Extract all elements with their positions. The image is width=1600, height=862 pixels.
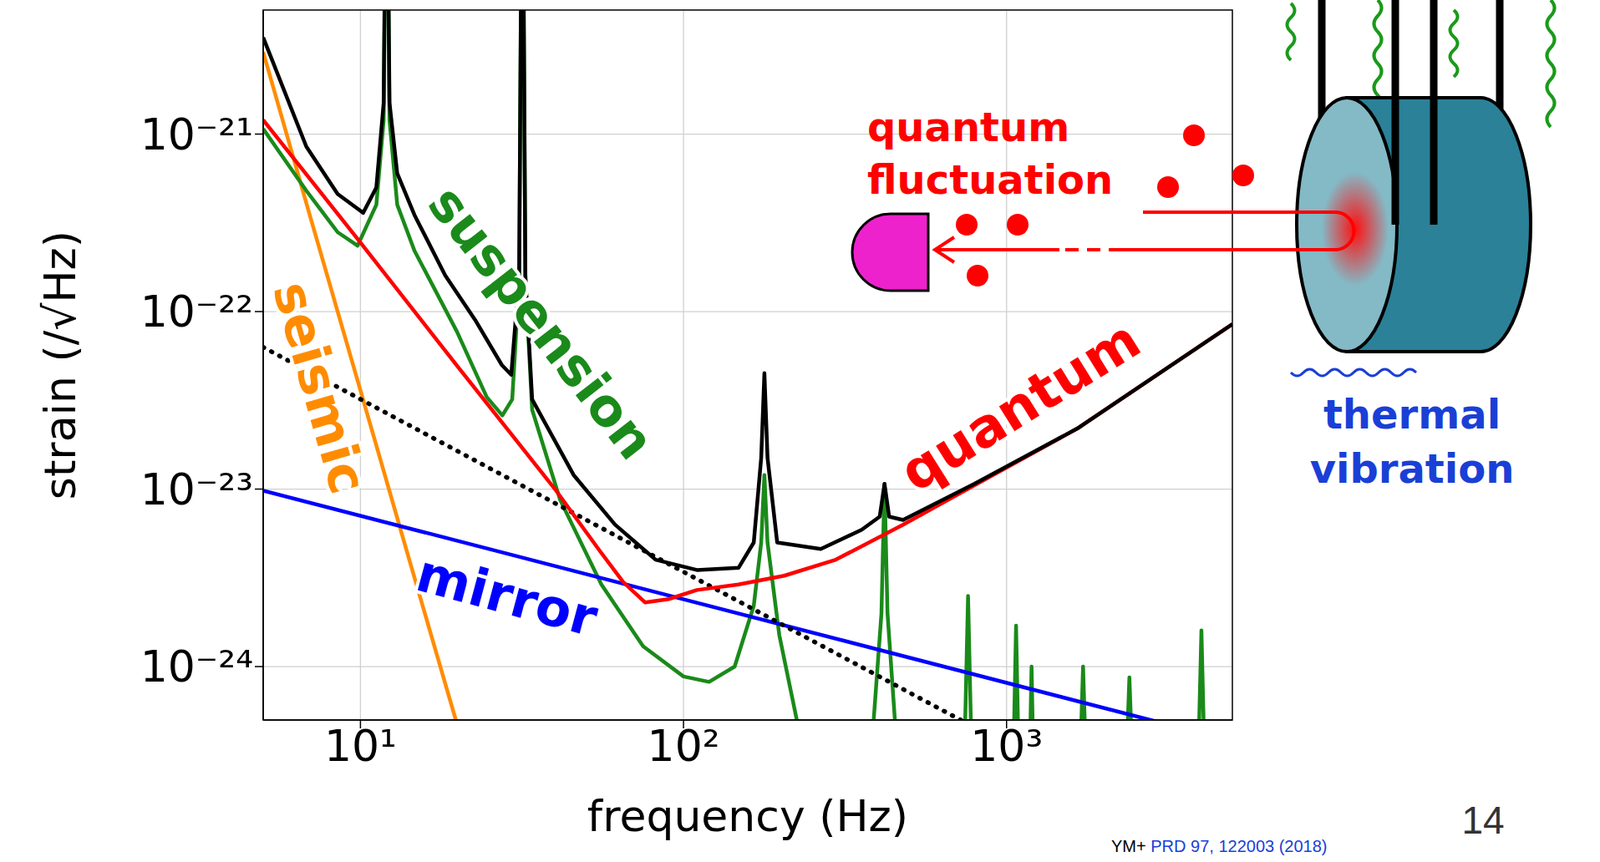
svg-text:10²: 10² bbox=[647, 721, 721, 772]
svg-text:seismic: seismic bbox=[260, 274, 380, 501]
svg-text:10⁻²⁴: 10⁻²⁴ bbox=[140, 641, 254, 692]
svg-text:10⁻²²: 10⁻²² bbox=[140, 286, 254, 337]
svg-text:10⁻²¹: 10⁻²¹ bbox=[140, 109, 254, 160]
svg-text:mirror: mirror bbox=[410, 542, 605, 650]
svg-text:suspension: suspension bbox=[416, 174, 667, 472]
svg-text:10³: 10³ bbox=[970, 721, 1043, 772]
svg-text:frequency (Hz): frequency (Hz) bbox=[587, 791, 909, 842]
svg-text:14: 14 bbox=[1461, 798, 1504, 843]
svg-text:thermalvibration: thermalvibration bbox=[1310, 391, 1515, 493]
svg-text:10¹: 10¹ bbox=[324, 721, 397, 772]
svg-text:10⁻²³: 10⁻²³ bbox=[140, 464, 254, 515]
svg-text:quantum: quantum bbox=[888, 308, 1151, 504]
svg-text:YM+ PRD 97, 122003 (2018): YM+ PRD 97, 122003 (2018) bbox=[1111, 837, 1328, 856]
svg-text:quantumfluctuation: quantumfluctuation bbox=[867, 103, 1113, 204]
svg-text:strain (/√Hz): strain (/√Hz) bbox=[35, 230, 86, 500]
